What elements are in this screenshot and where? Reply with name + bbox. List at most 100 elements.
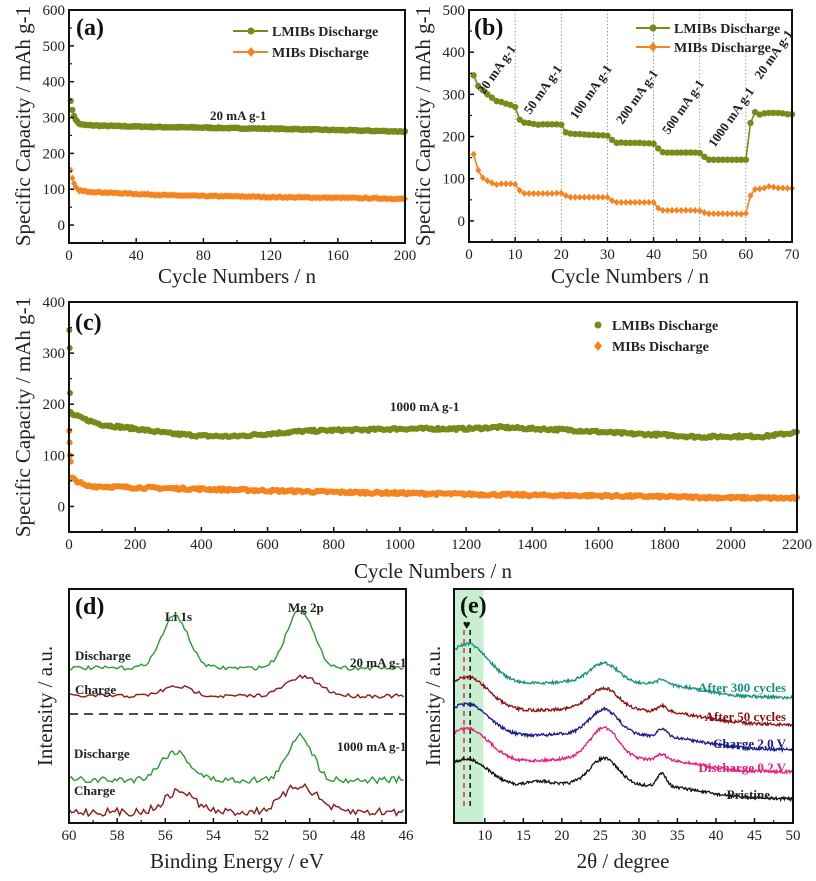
b-point	[627, 139, 634, 147]
b-point	[507, 180, 514, 188]
c-xtick-label: 1800	[650, 537, 680, 553]
b-point	[502, 180, 509, 188]
c-legend-lmibs-marker	[594, 321, 602, 329]
d-xtick-label: 58	[110, 828, 125, 844]
e-label-charge: Charge 2.0 V	[713, 736, 787, 751]
c-ytick-label: 100	[43, 448, 66, 464]
b-point	[535, 189, 542, 197]
e-label-after-50: After 50 cycles	[705, 709, 786, 724]
b-point	[770, 183, 777, 191]
b-point	[581, 131, 588, 138]
e-pattern-pristine	[454, 755, 793, 803]
b-legend-lmibs-label: LMIBs Discharge	[674, 22, 780, 37]
b-legend-mibs-marker	[649, 42, 657, 52]
b-point	[525, 189, 532, 197]
b-point	[489, 179, 496, 187]
b-point	[618, 198, 625, 206]
d-xtick-label: 46	[399, 828, 415, 844]
b-point	[604, 193, 611, 201]
b-point	[724, 210, 731, 218]
d-peak-label-li1s: Li 1s	[165, 609, 192, 624]
b-point	[641, 140, 648, 147]
b-point	[784, 184, 791, 192]
d-spectrum-charge-1000	[68, 782, 405, 818]
d-label-discharge-20: Discharge	[75, 648, 131, 663]
c-series-mibs	[66, 427, 800, 502]
c-xtick-label: 1400	[517, 537, 547, 553]
b-point	[738, 210, 745, 218]
c-xtick-label: 1000	[385, 537, 415, 553]
b-point	[632, 198, 639, 206]
b-point	[733, 210, 740, 218]
a-panel-label: (a)	[76, 15, 104, 41]
a-legend-mibs-marker	[247, 47, 255, 57]
a-xtick-label: 40	[129, 248, 144, 264]
b-point	[701, 208, 708, 216]
c-xlabel: Cycle Numbers / n	[354, 559, 513, 583]
b-point	[747, 192, 754, 200]
b-point	[475, 166, 482, 174]
b-point	[654, 145, 662, 152]
b-point	[479, 174, 486, 182]
c-xtick-label: 1600	[583, 537, 613, 553]
b-point	[585, 193, 592, 201]
b-point	[724, 156, 731, 163]
b-series-line	[472, 154, 792, 215]
b-point	[535, 121, 542, 128]
b-point	[613, 139, 620, 147]
b-point	[770, 109, 777, 117]
b-point	[590, 193, 597, 201]
b-point	[516, 116, 523, 123]
panel-c: 0 200 400 600 800 1000 1200 1400 1600 1800 2000 220…	[11, 295, 812, 583]
b-point	[668, 149, 676, 156]
b-point	[609, 197, 616, 205]
b-point	[738, 156, 745, 163]
d-xtick-label: 54	[206, 828, 222, 844]
b-point	[691, 149, 699, 156]
b-point	[576, 193, 583, 201]
b-xtick-label: 70	[785, 247, 800, 263]
b-xtick-label: 10	[508, 247, 523, 263]
d-xtick-label: 56	[158, 828, 174, 844]
b-point	[664, 149, 671, 156]
b-point	[521, 189, 528, 197]
e-pattern-discharge-0-2-v	[453, 725, 793, 776]
e-frame	[453, 588, 794, 824]
b-point	[511, 103, 519, 111]
d-xtick-label: 50	[302, 828, 317, 844]
b-point	[567, 193, 574, 201]
a-xtick-label: 160	[327, 248, 350, 264]
e-pattern-after-50-cycles	[453, 674, 793, 728]
a-point	[69, 174, 76, 182]
b-point	[604, 132, 611, 139]
b-point	[627, 198, 634, 206]
b-xtick-label: 50	[692, 247, 707, 263]
b-point	[572, 193, 579, 201]
c-xtick-label: 200	[124, 537, 147, 553]
b-point	[729, 210, 736, 218]
b-point	[590, 131, 597, 139]
d-xtick-label: 48	[350, 828, 365, 844]
b-point	[599, 193, 606, 201]
b-point	[553, 121, 560, 128]
e-pattern-after-300-cycles	[453, 642, 793, 701]
b-point	[728, 156, 736, 163]
b-point	[775, 184, 782, 192]
b-point	[669, 206, 676, 214]
b-point	[715, 210, 722, 218]
e-panel-label: (e)	[460, 593, 487, 619]
e-xtick-label: 25	[593, 828, 608, 844]
b-point	[548, 121, 556, 128]
b-point	[742, 156, 750, 163]
a-legend-lmibs-label: LMIBs Discharge	[272, 25, 378, 40]
d-spectrum-discharge-1000	[68, 732, 404, 785]
b-xtick-label: 0	[465, 247, 473, 263]
b-point	[650, 140, 657, 147]
d-group-label-20: 20 mA g-1	[350, 655, 406, 670]
c-ylabel: Specific Capacity / mAh g-1	[11, 297, 35, 537]
b-point	[512, 180, 519, 188]
a-ytick-label: 400	[43, 75, 66, 91]
b-legend-mibs-label: MIBs Discharge	[674, 41, 771, 56]
a-xlabel: Cycle Numbers / n	[158, 264, 317, 288]
b-point	[719, 156, 726, 163]
